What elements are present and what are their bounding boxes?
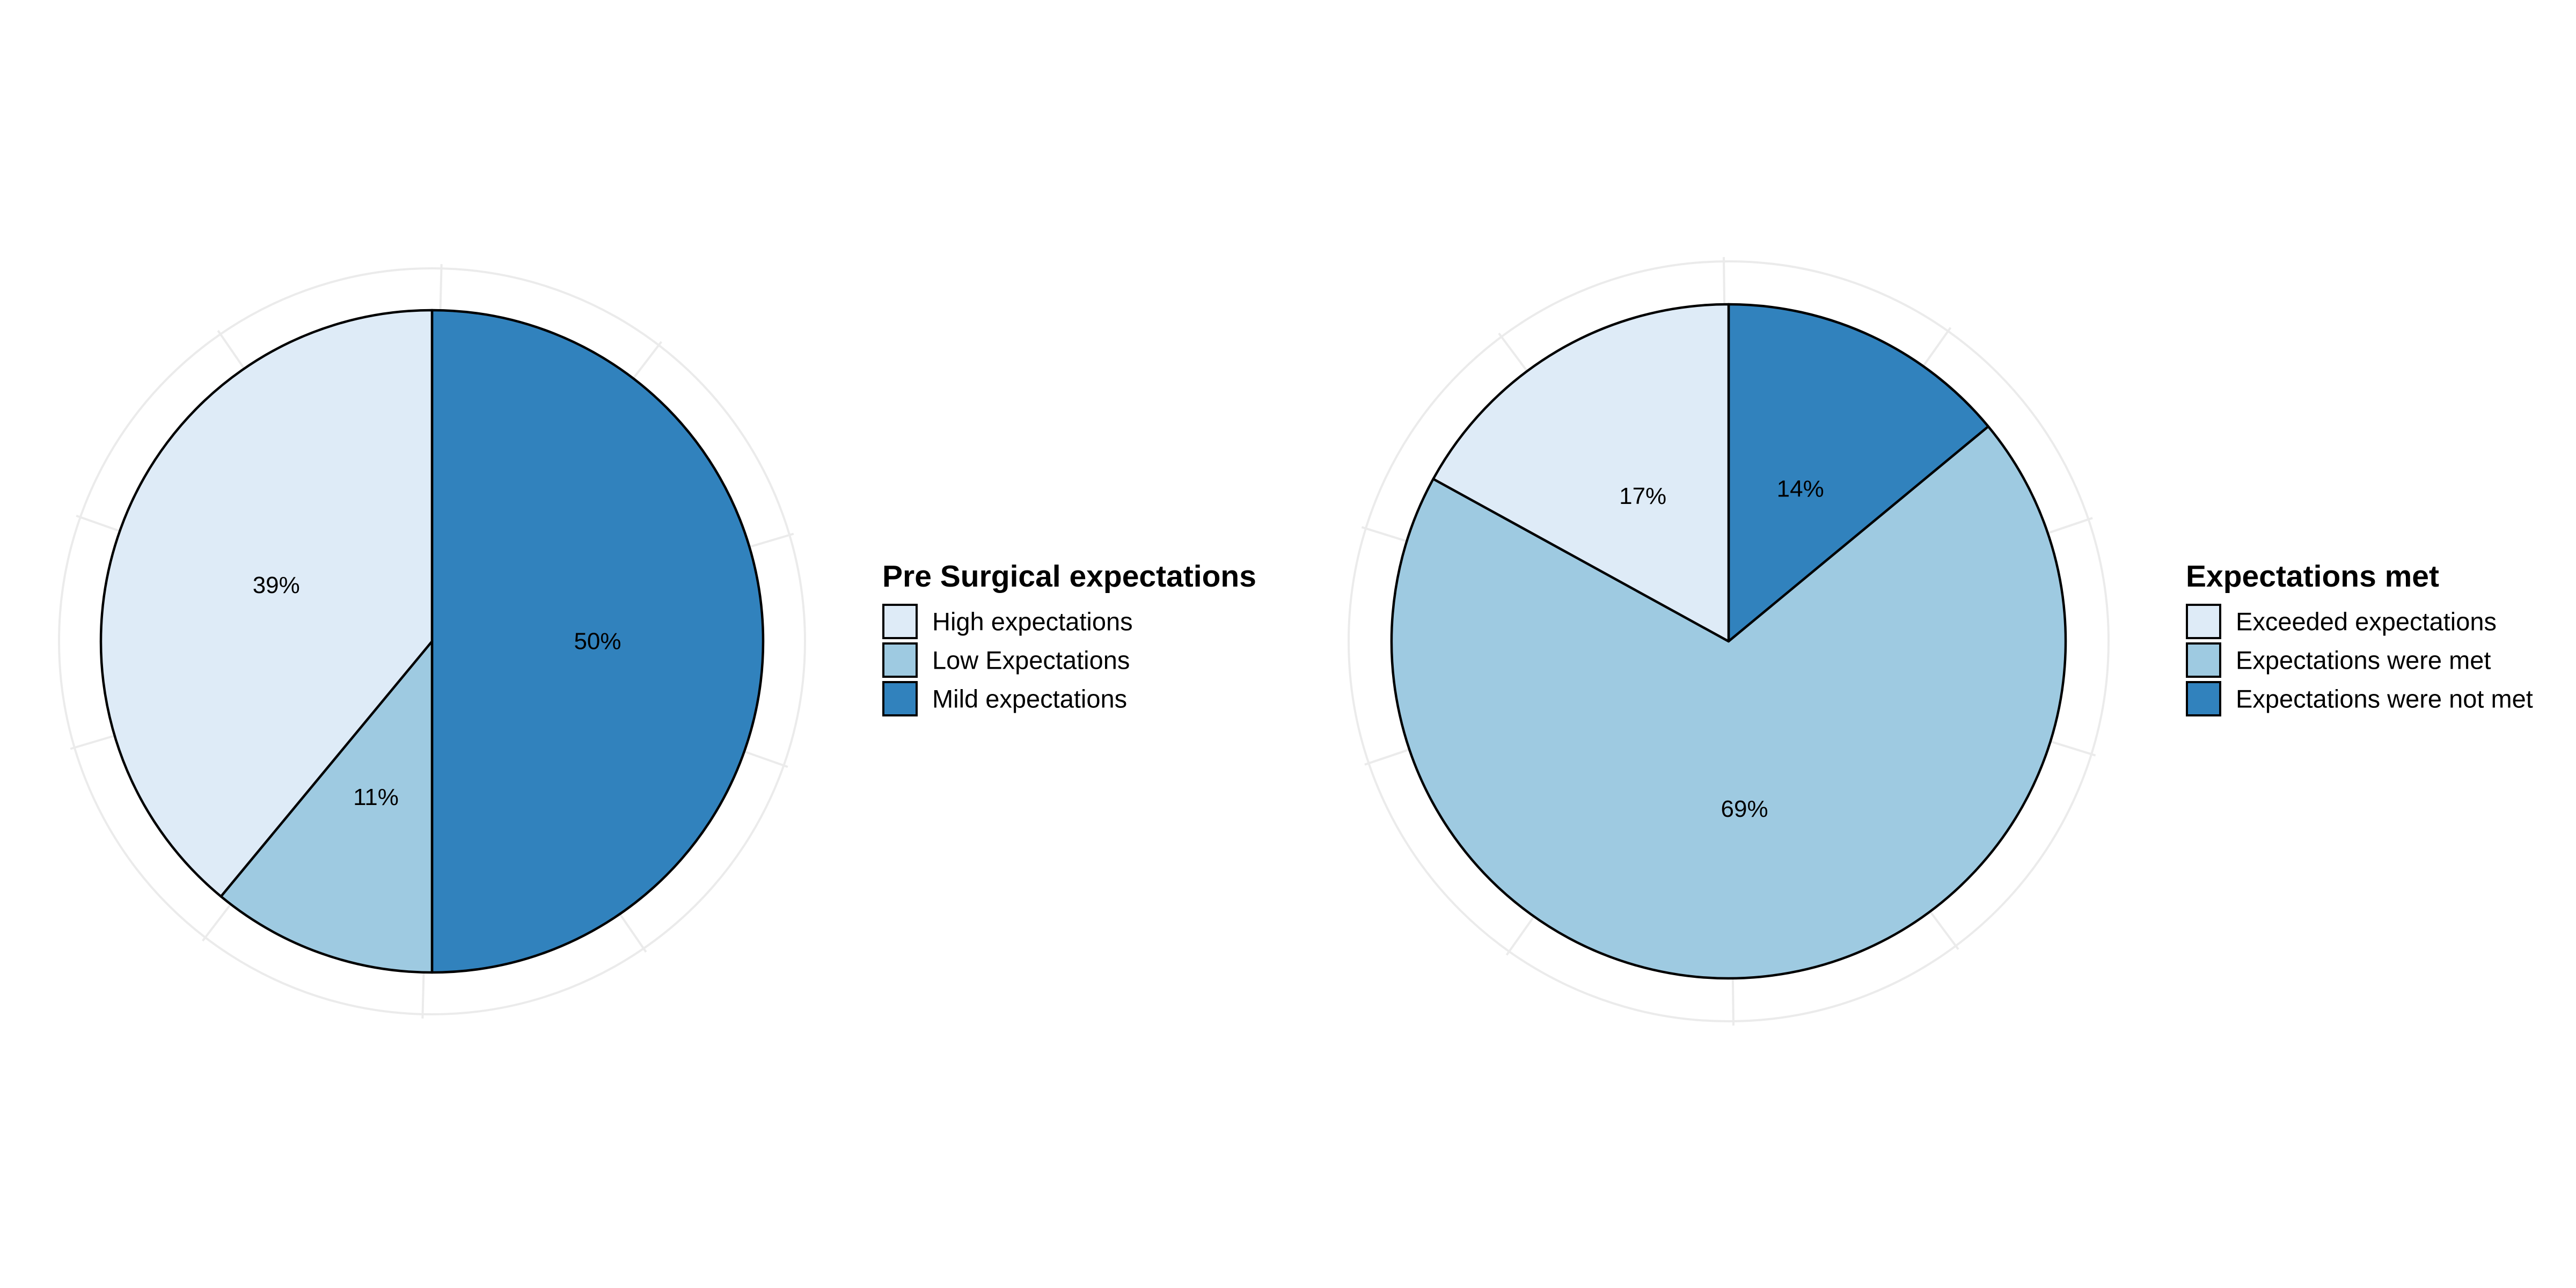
pie-slices: [99, 309, 765, 974]
legend-swatch: [882, 604, 918, 639]
legend-item-low-expectations: Low Expectations: [882, 642, 1130, 678]
legend-label: Mild expectations: [932, 685, 1127, 713]
legend-label: Expectations were met: [2236, 646, 2491, 675]
grid-spoke: [1922, 327, 1952, 367]
legend: Pre Surgical expectations High expectatio…: [882, 559, 1256, 716]
legend-swatch: [882, 681, 918, 716]
pie-chart-expectations-met: 14% 69% 17% Expectations met Exceeded expect…: [1348, 257, 2533, 1026]
polar-grid: [1348, 257, 2110, 1026]
legend-item-exceeded-expectations: Exceeded expectations: [2186, 604, 2497, 639]
legend-swatch: [2186, 642, 2221, 678]
slice-label-mild-expectations: 50%: [574, 628, 621, 655]
slice-label-expectations-were-met: 69%: [1721, 796, 1768, 822]
legend-item-high-expectations: High expectations: [882, 604, 1133, 639]
grid-spoke: [421, 972, 425, 1019]
grid-circle: [1348, 260, 2110, 1022]
pie-slice-high-expectations: [99, 309, 434, 898]
grid-spoke: [76, 515, 120, 532]
legend-swatch: [882, 642, 918, 678]
grid-circle: [58, 267, 806, 1015]
pie-slice-exceeded-expectations: [1432, 303, 1730, 643]
grid-spoke: [744, 750, 788, 768]
grid-spoke: [1364, 748, 1410, 766]
grid-spoke: [2047, 517, 2093, 535]
grid-spoke: [1505, 916, 1535, 956]
legend-label: High expectations: [932, 608, 1133, 636]
legend-label: Low Expectations: [932, 646, 1130, 675]
pie-slice-low-expectations: [219, 640, 434, 974]
legend-swatch: [2186, 604, 2221, 639]
grid-spoke: [70, 734, 115, 750]
slice-labels: 50% 11% 39%: [253, 572, 621, 810]
grid-spoke: [202, 903, 232, 942]
grid-spoke: [217, 330, 245, 370]
legend-item-expectations-were-met: Expectations were met: [2186, 642, 2491, 678]
legend-title: Expectations met: [2186, 559, 2439, 594]
legend-label: Exceeded expectations: [2236, 608, 2497, 636]
grid-spoke: [439, 264, 443, 311]
grid-spoke: [1929, 911, 1959, 950]
polar-grid: [58, 264, 806, 1019]
legend-item-expectations-were-not-met: Expectations were not met: [2186, 681, 2533, 716]
legend-item-mild-expectations: Mild expectations: [882, 681, 1127, 716]
grid-spoke: [619, 913, 647, 953]
grid-spoke: [632, 341, 662, 379]
grid-spoke: [749, 532, 794, 548]
legend: Expectations met Exceeded expectations Exp…: [2186, 559, 2533, 716]
pie-slice-expectations-were-not-met: [1727, 303, 1990, 643]
grid-spoke: [1361, 526, 1407, 543]
slice-label-high-expectations: 39%: [253, 572, 300, 598]
grid-spoke: [2050, 740, 2096, 757]
grid-spoke: [1498, 332, 1528, 372]
pie-chart-pre-surgical: 50% 11% 39% Pre Surgical expectations High e…: [58, 264, 1256, 1019]
pie-slices: [1390, 303, 2067, 980]
legend-title: Pre Surgical expectations: [882, 559, 1256, 594]
slice-label-low-expectations: 11%: [353, 784, 399, 810]
slice-labels: 14% 69% 17%: [1619, 475, 1824, 822]
pie-slice-expectations-were-met: [1390, 425, 2067, 980]
legend-label: Expectations were not met: [2236, 685, 2533, 713]
pie-slice-mild-expectations: [430, 309, 765, 974]
slice-label-exceeded-expectations: 17%: [1619, 483, 1666, 509]
slice-label-expectations-were-not-met: 14%: [1777, 475, 1824, 502]
legend-swatch: [2186, 681, 2221, 716]
